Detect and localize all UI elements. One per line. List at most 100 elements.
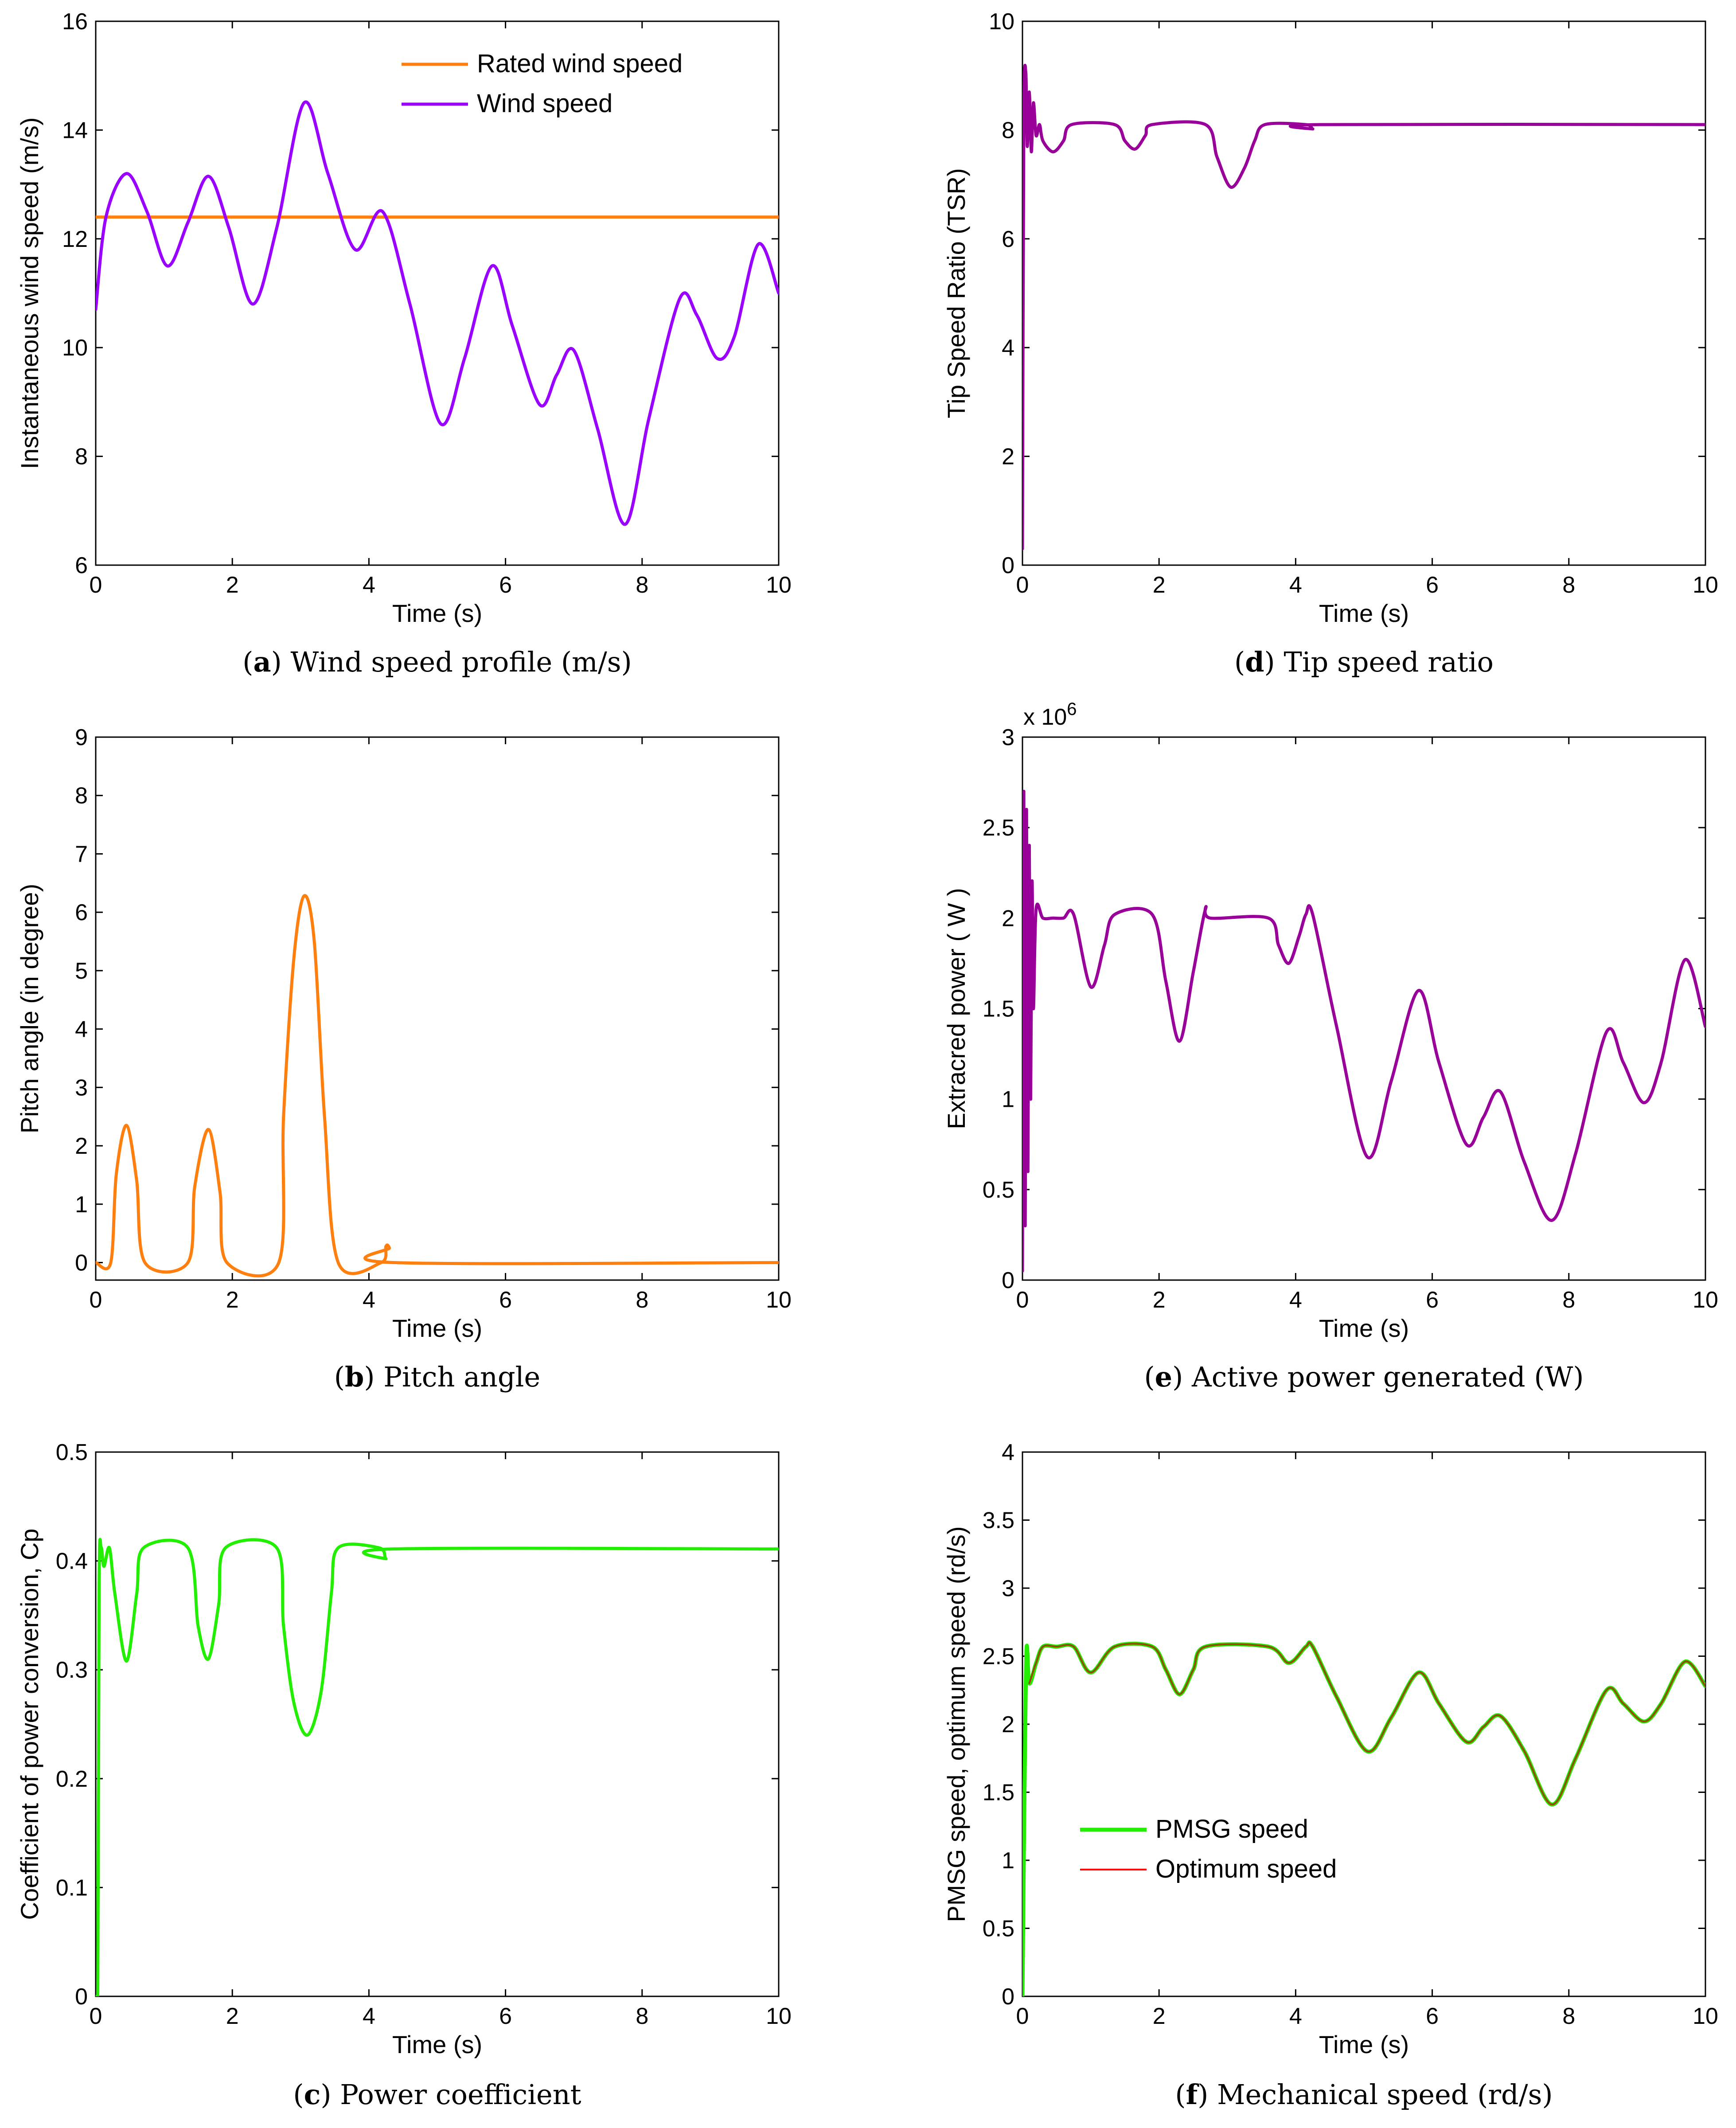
y-tick-label: 4 bbox=[75, 1017, 88, 1043]
series-group-a bbox=[96, 100, 779, 526]
figure-caption-a: (a) Wind speed profile (m/s) bbox=[242, 646, 632, 678]
x-tick-label: 8 bbox=[636, 2003, 648, 2029]
y-axis-exponent: x 106 bbox=[1023, 699, 1077, 730]
chart-panel-c: 0 2 4 6 8 10 0 0.1 0.2 0.3 0.4 0.5 Time (s) Coefficie… bbox=[16, 1440, 792, 2111]
x-tick-label: 4 bbox=[363, 1287, 375, 1313]
series-group-d bbox=[1022, 63, 1705, 551]
x-tick-label: 8 bbox=[1562, 1287, 1575, 1313]
x-axis-label: Time (s) bbox=[1319, 2030, 1409, 2058]
y-tick-label: 7 bbox=[75, 841, 88, 867]
series-line-c-0 bbox=[96, 1538, 779, 1996]
y-tick-label: 8 bbox=[75, 444, 88, 470]
y-tick-label: 8 bbox=[1002, 117, 1014, 143]
plot-area-b bbox=[95, 736, 780, 1281]
y-tick-label: 0.5 bbox=[983, 1916, 1014, 1942]
x-tick-label: 10 bbox=[766, 1287, 792, 1313]
x-axis-label: Time (s) bbox=[392, 1314, 482, 1342]
y-tick-label: 0.5 bbox=[56, 1440, 88, 1465]
x-axis-label: Time (s) bbox=[392, 599, 482, 627]
y-tick-label: 3 bbox=[1002, 1576, 1014, 1601]
y-tick-label: 9 bbox=[75, 725, 88, 750]
x-tick-label: 10 bbox=[766, 2003, 792, 2029]
x-tick-label: 0 bbox=[1016, 572, 1029, 598]
legend-label: PMSG speed bbox=[1155, 1815, 1308, 1843]
y-tick-label: 0.5 bbox=[983, 1177, 1014, 1203]
x-tick-label: 2 bbox=[226, 2003, 239, 2029]
y-tick-label: 1.5 bbox=[983, 1780, 1014, 1806]
x-tick-label: 8 bbox=[636, 1287, 648, 1313]
legend-a: Rated wind speed Wind speed bbox=[402, 49, 683, 118]
y-axis-label: PMSG speed, optimum speed (rd/s) bbox=[942, 1526, 970, 1922]
y-tick-label: 0 bbox=[1002, 553, 1014, 578]
y-tick-label: 2 bbox=[75, 1133, 88, 1159]
y-tick-label: 0 bbox=[75, 1984, 88, 2010]
x-axis-label: Time (s) bbox=[1319, 599, 1409, 627]
x-tick-label: 8 bbox=[1562, 572, 1575, 598]
y-tick-label: 12 bbox=[62, 226, 88, 252]
x-tick-label: 6 bbox=[499, 2003, 512, 2029]
y-tick-label: 5 bbox=[75, 958, 88, 984]
y-tick-label: 0.4 bbox=[56, 1549, 88, 1574]
x-tick-label: 4 bbox=[1289, 2003, 1302, 2029]
x-tick-label: 4 bbox=[1289, 1287, 1302, 1313]
x-tick-label: 6 bbox=[1426, 572, 1439, 598]
figure-caption-c: (c) Power coefficient bbox=[293, 2078, 581, 2111]
series-line-a-1 bbox=[96, 100, 779, 526]
y-tick-label: 2 bbox=[1002, 1712, 1014, 1738]
y-tick-label: 2.5 bbox=[983, 1644, 1014, 1670]
x-tick-label: 0 bbox=[90, 572, 102, 598]
chart-panel-a: 0 2 4 6 8 10 6 8 10 12 14 16 Time (s) Instantaneous w… bbox=[16, 9, 792, 678]
x-axis-label: Time (s) bbox=[392, 2030, 482, 2058]
x-tick-label: 10 bbox=[1693, 1287, 1718, 1313]
x-tick-label: 6 bbox=[499, 1287, 512, 1313]
x-tick-label: 2 bbox=[1153, 572, 1166, 598]
y-tick-label: 10 bbox=[989, 9, 1014, 35]
x-tick-label: 10 bbox=[1693, 2003, 1718, 2029]
y-axis-label: Instantaneous wind speed (m/s) bbox=[16, 117, 43, 469]
y-tick-label: 0.1 bbox=[56, 1875, 88, 1901]
x-tick-label: 10 bbox=[1693, 572, 1718, 598]
y-axis-label: Coefficient of power conversion, Cp bbox=[16, 1529, 43, 1920]
y-tick-label: 3.5 bbox=[983, 1508, 1014, 1534]
x-tick-label: 0 bbox=[90, 2003, 102, 2029]
y-axis-label: Pitch angle (in degree) bbox=[16, 884, 43, 1133]
x-tick-label: 2 bbox=[226, 572, 239, 598]
y-tick-label: 1 bbox=[1002, 1087, 1014, 1113]
series-line-f-2 bbox=[1028, 1641, 1705, 1805]
y-tick-label: 3 bbox=[75, 1075, 88, 1101]
x-tick-label: 6 bbox=[1426, 1287, 1439, 1313]
y-tick-label: 0 bbox=[1002, 1268, 1014, 1293]
y-tick-label: 2 bbox=[1002, 444, 1014, 470]
x-tick-label: 6 bbox=[1426, 2003, 1439, 2029]
x-axis-label: Time (s) bbox=[1319, 1314, 1409, 1342]
chart-panel-d: 0 2 4 6 8 10 0 2 4 6 8 10 Time (s) Tip Speed Ratio (T… bbox=[942, 9, 1718, 678]
chart-panel-f: 0 2 4 6 8 10 0 0.5 1 1.5 2 2.5 3 3.5 4 Time (s) PMSG spe… bbox=[942, 1440, 1718, 2111]
x-tick-label: 4 bbox=[363, 2003, 375, 2029]
figure-caption-d: (d) Tip speed ratio bbox=[1234, 646, 1494, 678]
y-tick-label: 0 bbox=[75, 1250, 88, 1276]
y-tick-label: 3 bbox=[1002, 725, 1014, 750]
y-axis-label: Tip Speed Ratio (TSR) bbox=[942, 168, 970, 418]
legend-f: PMSG speed Optimum speed bbox=[1080, 1815, 1337, 1883]
series-group-f bbox=[1022, 1640, 1705, 1996]
y-tick-label: 16 bbox=[62, 9, 88, 35]
y-tick-label: 6 bbox=[1002, 226, 1014, 252]
x-tick-label: 4 bbox=[363, 572, 375, 598]
chart-panel-e: 0 2 4 6 8 10 0 0.5 1 1.5 2 2.5 3 Time (s) Extracred po… bbox=[942, 699, 1718, 1393]
y-tick-label: 6 bbox=[75, 900, 88, 925]
x-tick-label: 4 bbox=[1289, 572, 1302, 598]
x-tick-label: 0 bbox=[1016, 2003, 1029, 2029]
y-tick-label: 0.2 bbox=[56, 1766, 88, 1792]
y-tick-label: 0.3 bbox=[56, 1657, 88, 1683]
figure-caption-e: (e) Active power generated (W) bbox=[1144, 1361, 1584, 1393]
x-tick-label: 10 bbox=[766, 572, 792, 598]
x-tick-label: 8 bbox=[1562, 2003, 1575, 2029]
series-line-e-0 bbox=[1022, 789, 1705, 1273]
x-tick-label: 8 bbox=[636, 572, 648, 598]
x-tick-label: 2 bbox=[1153, 1287, 1166, 1313]
series-line-b-0 bbox=[96, 894, 779, 1278]
y-tick-label: 1 bbox=[75, 1192, 88, 1218]
figure-caption-f: (f) Mechanical speed (rd/s) bbox=[1175, 2078, 1553, 2111]
